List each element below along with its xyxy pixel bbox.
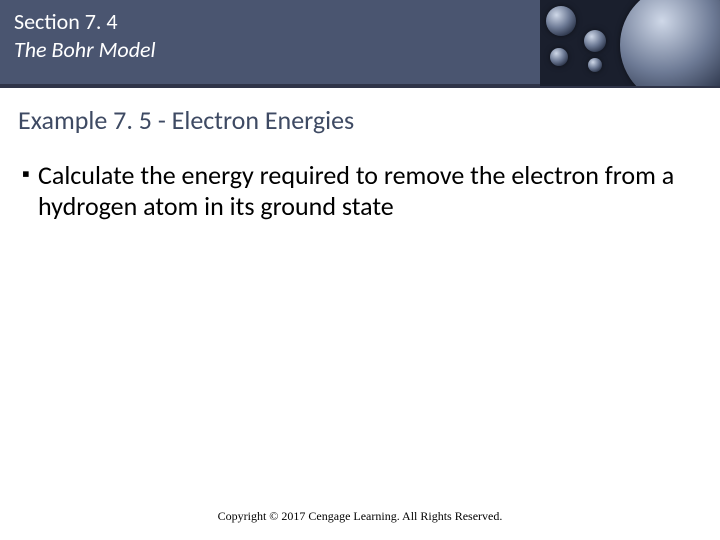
orb-icon	[584, 30, 606, 52]
orb-icon	[550, 48, 568, 66]
bullet-item: ▪ Calculate the energy required to remov…	[22, 160, 696, 222]
header-decor	[540, 0, 720, 86]
slide-header: Section 7. 4 The Bohr Model	[0, 0, 720, 86]
orb-icon	[620, 0, 720, 86]
orb-icon	[546, 6, 576, 36]
section-label: Section 7. 4	[14, 8, 156, 36]
section-title: The Bohr Model	[14, 36, 156, 64]
example-title: Example 7. 5 - Electron Energies	[18, 104, 354, 136]
slide: Section 7. 4 The Bohr Model Example 7. 5…	[0, 0, 720, 540]
bullet-text: Calculate the energy required to remove …	[38, 160, 696, 222]
copyright-footer: Copyright © 2017 Cengage Learning. All R…	[0, 509, 720, 524]
header-divider	[0, 86, 720, 88]
orb-icon	[588, 58, 602, 72]
header-text: Section 7. 4 The Bohr Model	[14, 8, 156, 63]
slide-body: ▪ Calculate the energy required to remov…	[22, 160, 696, 222]
bullet-mark-icon: ▪	[22, 160, 38, 188]
